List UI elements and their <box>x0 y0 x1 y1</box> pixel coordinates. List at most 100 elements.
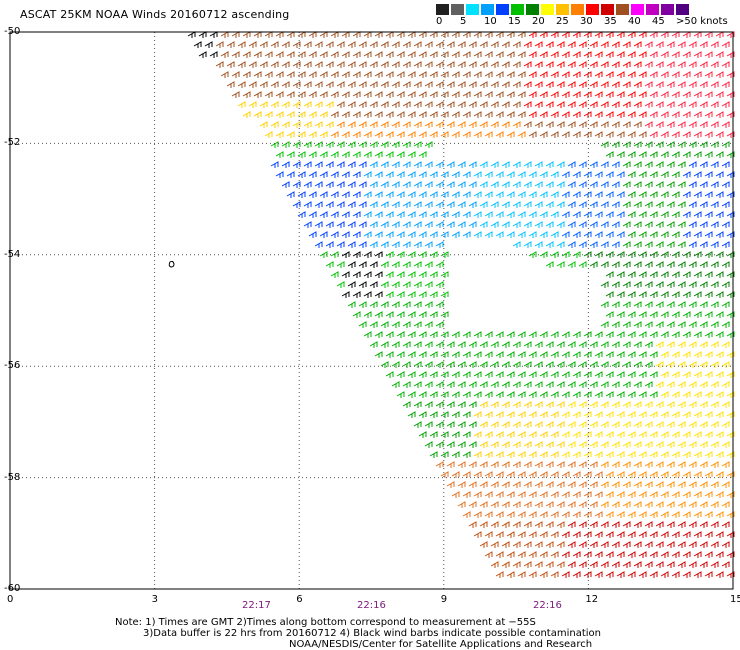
wind-barb <box>583 251 592 258</box>
wind-barb <box>682 31 691 38</box>
wind-barb <box>715 371 724 378</box>
wind-barb <box>380 301 389 308</box>
wind-barb <box>528 371 537 378</box>
wind-barb <box>545 61 554 68</box>
wind-barb <box>704 511 713 518</box>
wind-barb <box>391 341 400 348</box>
wind-barb <box>666 241 675 248</box>
wind-barb <box>649 131 658 138</box>
wind-barb <box>407 351 416 358</box>
wind-barb <box>336 201 345 208</box>
wind-barb <box>605 271 614 278</box>
wind-barb <box>308 51 317 58</box>
wind-barb <box>589 501 598 508</box>
wind-barb <box>402 261 411 268</box>
wind-barb <box>583 371 592 378</box>
wind-barb <box>699 101 708 108</box>
wind-barb <box>363 31 372 38</box>
wind-barb <box>429 71 438 78</box>
wind-barb <box>264 131 273 138</box>
wind-barb <box>539 471 548 478</box>
wind-barb <box>726 331 735 338</box>
wind-barb <box>677 181 686 188</box>
wind-barb <box>677 161 686 168</box>
wind-barb <box>231 51 240 58</box>
wind-barb <box>303 141 312 148</box>
wind-barb <box>671 351 680 358</box>
wind-barb <box>446 61 455 68</box>
wind-barb <box>418 211 427 218</box>
wind-barb <box>704 151 713 158</box>
wind-barb <box>451 211 460 218</box>
wind-barb <box>297 111 306 118</box>
wind-barb <box>402 281 411 288</box>
wind-barb <box>699 61 708 68</box>
wind-barb <box>693 291 702 298</box>
wind-barb <box>633 321 642 328</box>
wind-barb <box>319 71 328 78</box>
wind-barb <box>655 501 664 508</box>
wind-barb <box>281 141 290 148</box>
wind-barb <box>605 371 614 378</box>
wind-barb <box>693 551 702 558</box>
wind-barb <box>644 321 653 328</box>
wind-barb <box>627 271 636 278</box>
wind-barb <box>462 511 471 518</box>
wind-barb <box>495 211 504 218</box>
wind-barb <box>396 231 405 238</box>
wind-barb <box>314 241 323 248</box>
wind-barb <box>281 61 290 68</box>
wind-barb <box>660 271 669 278</box>
wind-barb <box>594 531 603 538</box>
wind-barb <box>501 201 510 208</box>
wind-barb <box>605 151 614 158</box>
wind-barb <box>429 51 438 58</box>
wind-barb <box>704 571 713 578</box>
wind-barb <box>418 171 427 178</box>
wind-barb <box>347 281 356 288</box>
wind-barb <box>688 481 697 488</box>
wind-barb <box>479 161 488 168</box>
wind-barb <box>605 471 614 478</box>
wind-barb <box>407 91 416 98</box>
scale-swatch <box>451 4 464 15</box>
wind-barb <box>600 41 609 48</box>
wind-barb <box>671 551 680 558</box>
wind-barb <box>583 191 592 198</box>
wind-barb <box>710 421 719 428</box>
wind-barb <box>567 361 576 368</box>
wind-barb <box>391 121 400 128</box>
wind-barb <box>600 461 609 468</box>
wind-barb <box>660 411 669 418</box>
wind-barb <box>688 321 697 328</box>
wind-barb <box>341 231 350 238</box>
wind-barb <box>286 51 295 58</box>
wind-barb <box>699 401 708 408</box>
wind-barb <box>440 31 449 38</box>
wind-barb <box>545 121 554 128</box>
wind-barb <box>385 71 394 78</box>
wind-barb <box>451 391 460 398</box>
wind-barb <box>209 31 218 38</box>
wind-barb <box>644 281 653 288</box>
wind-barb <box>418 371 427 378</box>
wind-barb <box>341 171 350 178</box>
wind-barb <box>424 281 433 288</box>
wind-barb <box>336 41 345 48</box>
wind-barb <box>341 31 350 38</box>
wind-barb <box>451 231 460 238</box>
wind-barb <box>660 351 669 358</box>
wind-barb <box>308 211 317 218</box>
wind-barb <box>270 101 279 108</box>
wind-barb <box>314 121 323 128</box>
wind-barb <box>616 411 625 418</box>
wind-barb <box>539 551 548 558</box>
wind-barb <box>429 451 438 458</box>
wind-barb <box>644 361 653 368</box>
wind-barb <box>578 561 587 568</box>
wind-barb <box>605 71 614 78</box>
wind-barbs-layer <box>187 31 735 578</box>
wind-barb <box>495 531 504 538</box>
wind-barb <box>605 531 614 538</box>
wind-barb <box>572 31 581 38</box>
